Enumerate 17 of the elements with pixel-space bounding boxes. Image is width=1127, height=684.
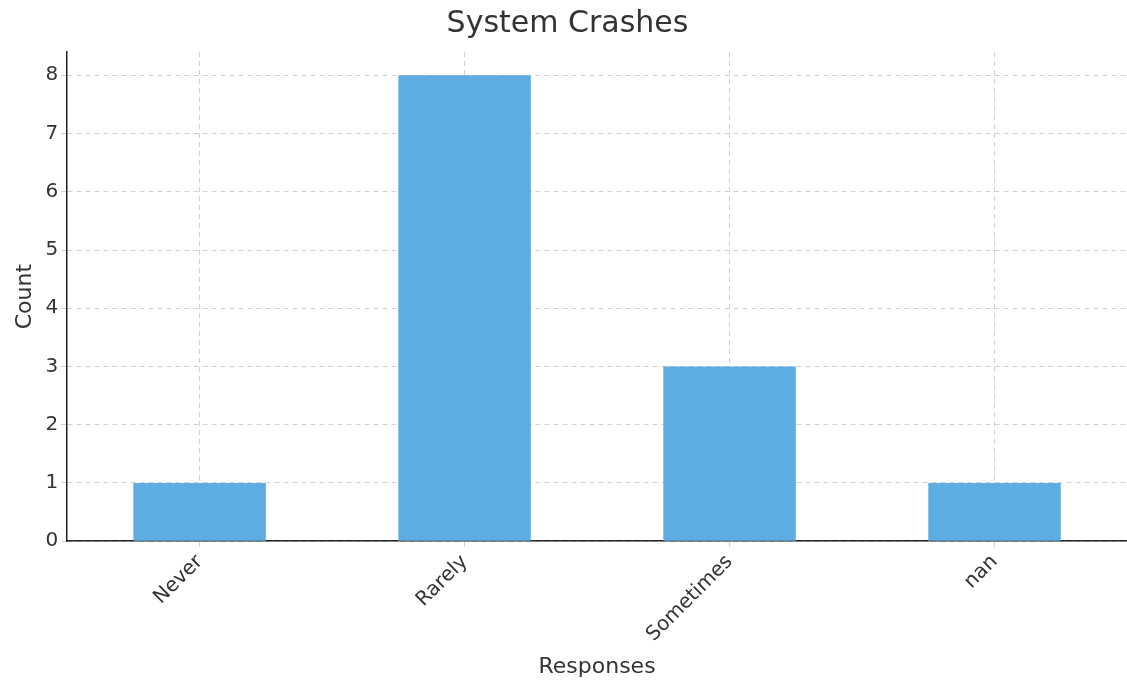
y-tick-label: 3 xyxy=(45,352,59,377)
y-tick-label: 6 xyxy=(45,177,59,202)
y-tick-label: 7 xyxy=(45,119,59,144)
bar xyxy=(663,366,796,541)
chart-title: System Crashes xyxy=(446,3,689,39)
bar xyxy=(928,482,1061,541)
y-tick-label: 0 xyxy=(45,527,59,552)
y-tick-label: 5 xyxy=(45,236,59,261)
y-tick-label: 8 xyxy=(45,61,59,86)
y-tick-label: 1 xyxy=(45,469,59,494)
x-axis-title: Responses xyxy=(538,652,656,678)
bar xyxy=(133,482,266,541)
x-tick-label: nan xyxy=(958,548,1002,593)
y-tick-label: 2 xyxy=(45,410,59,435)
bar xyxy=(398,75,531,541)
y-tick-label: 4 xyxy=(45,294,59,319)
y-axis-title: Count xyxy=(10,263,36,330)
